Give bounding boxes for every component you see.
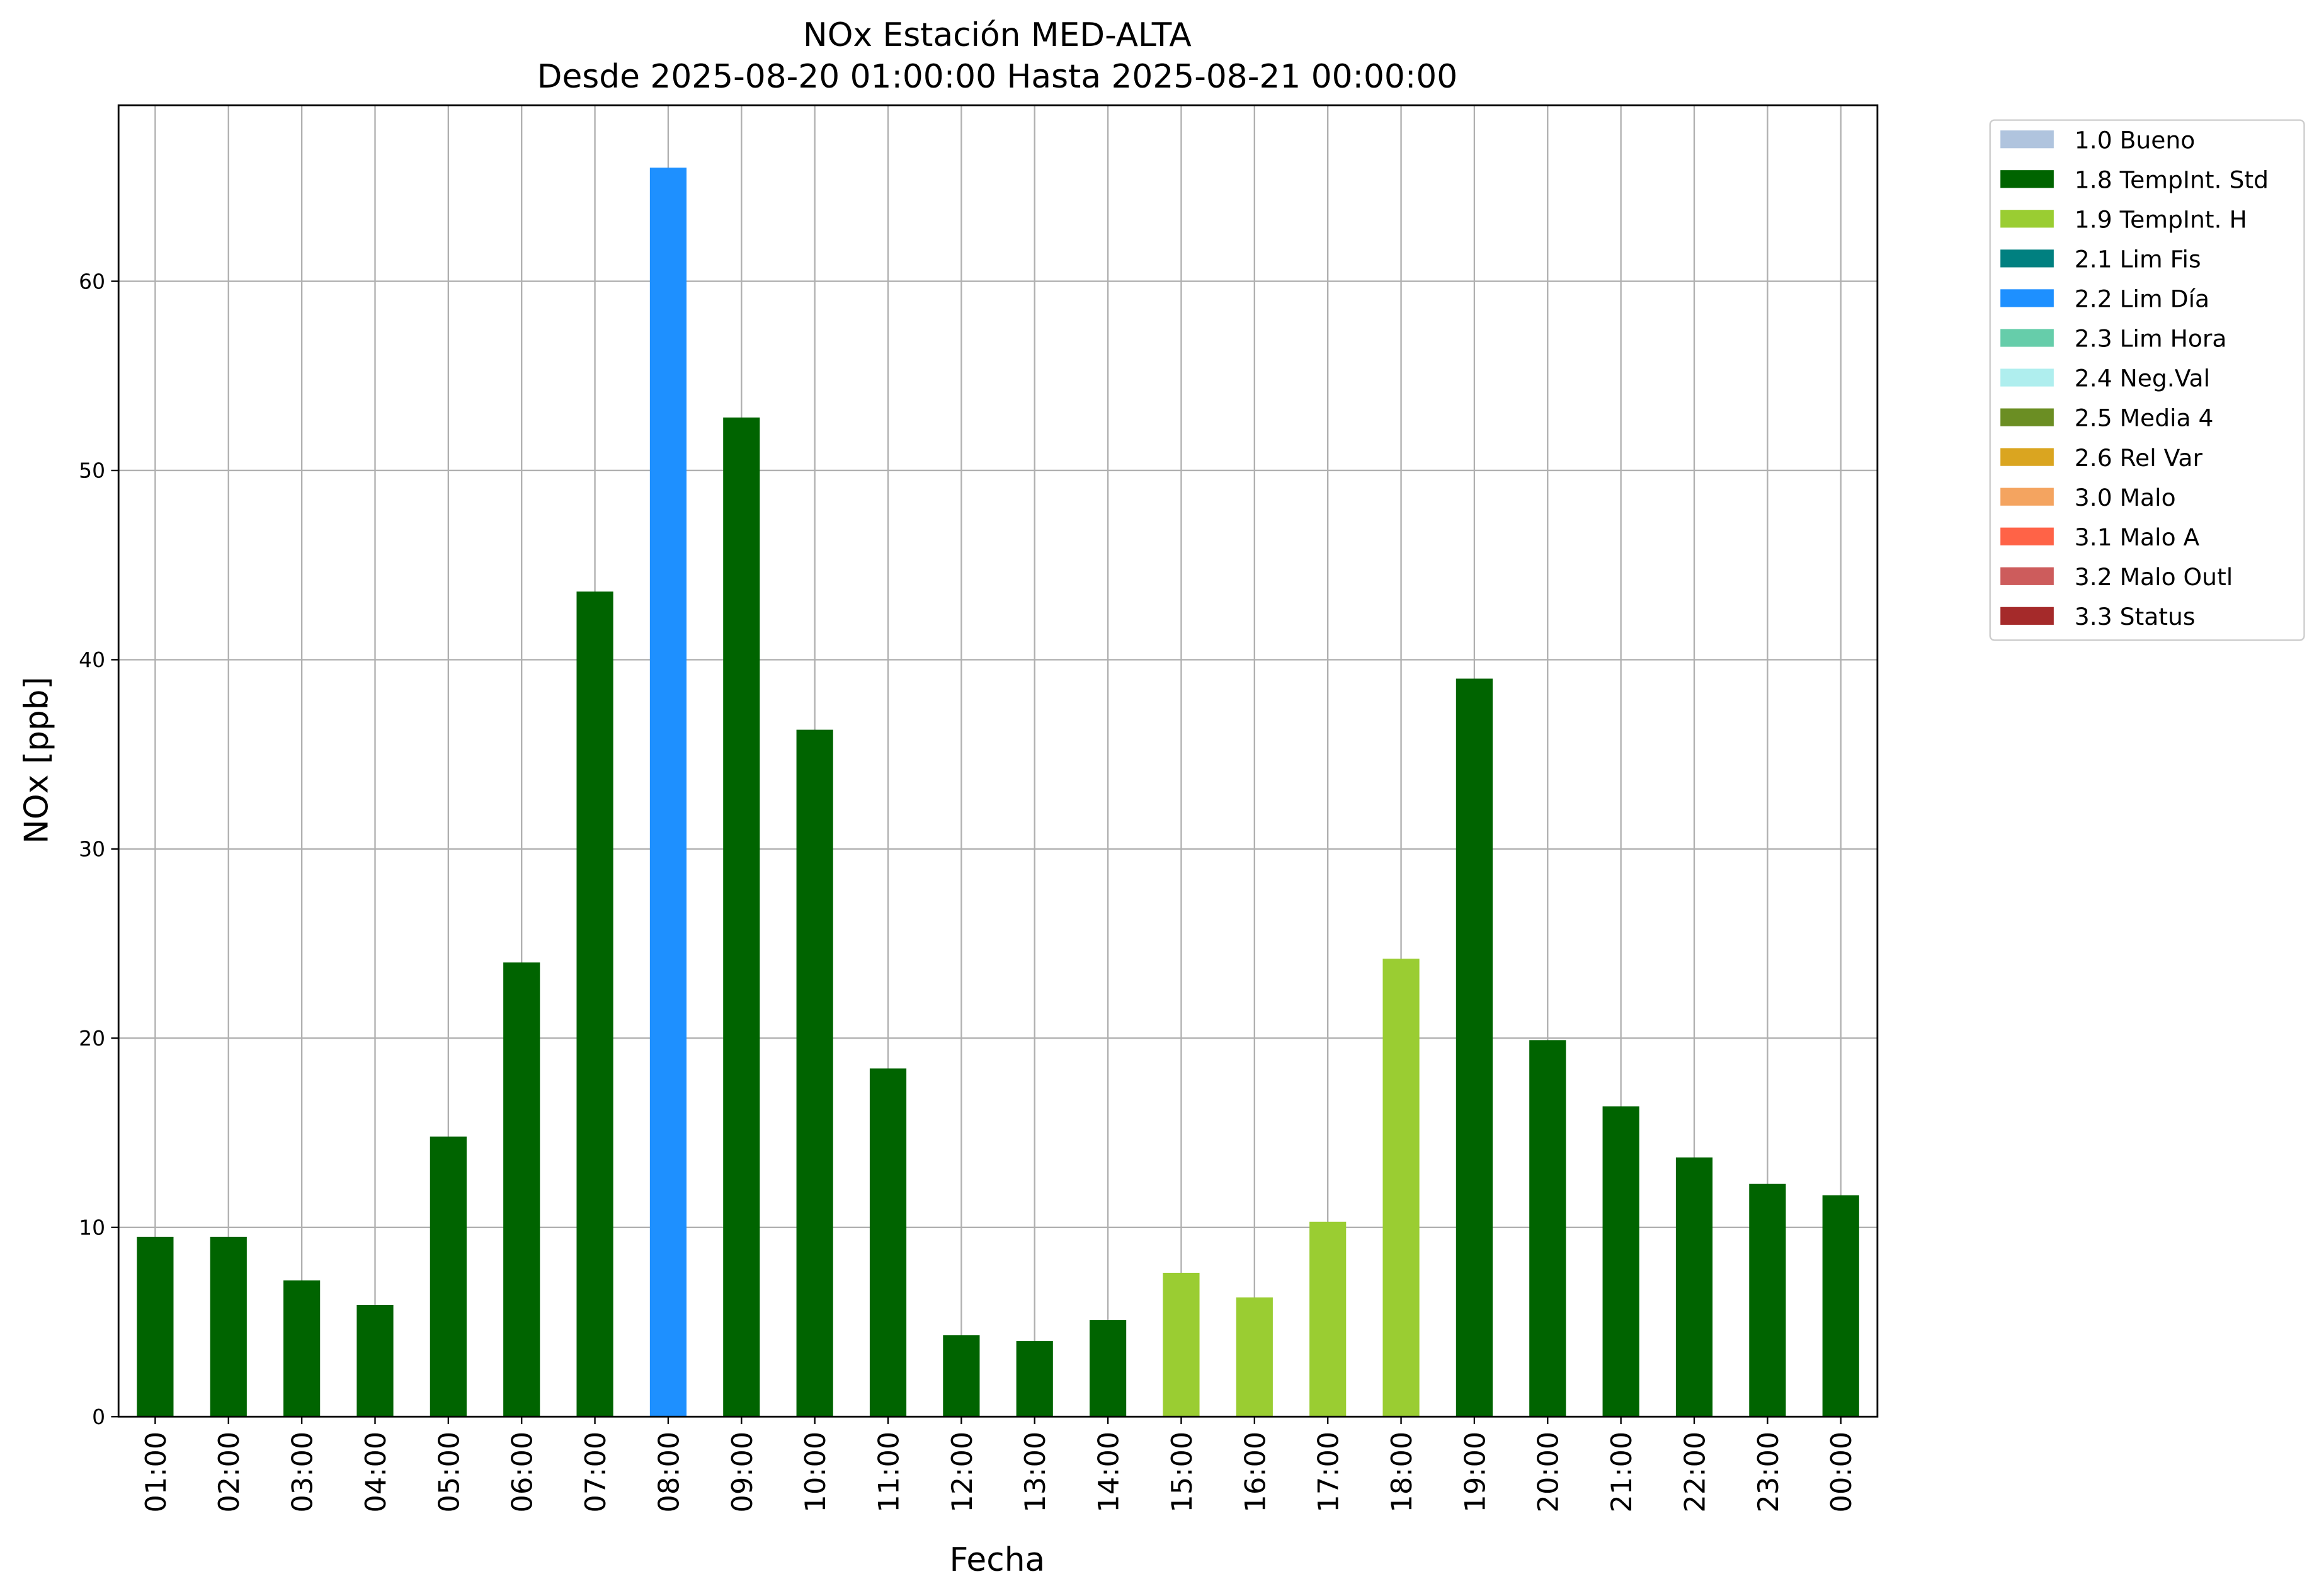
- legend-swatch: [2000, 527, 2054, 545]
- y-tick-label: 60: [79, 269, 105, 294]
- x-tick-label: 14:00: [1093, 1432, 1125, 1513]
- legend-swatch: [2000, 210, 2054, 228]
- legend-swatch: [2000, 170, 2054, 188]
- bar: [943, 1335, 980, 1417]
- x-tick-label: 09:00: [726, 1432, 759, 1513]
- bar: [430, 1136, 467, 1417]
- y-tick-label: 0: [92, 1405, 105, 1429]
- legend-label: 1.8 TempInt. Std: [2075, 166, 2269, 193]
- legend-label: 1.0 Bueno: [2075, 126, 2195, 154]
- x-tick-label: 04:00: [360, 1432, 392, 1513]
- legend-label: 2.2 Lim Día: [2075, 285, 2209, 313]
- legend-swatch: [2000, 607, 2054, 625]
- legend-frame: [1989, 119, 2305, 641]
- bar: [1236, 1297, 1273, 1417]
- x-tick-label: 13:00: [1019, 1432, 1052, 1513]
- x-axis-label: Fecha: [950, 1541, 1046, 1579]
- x-tick-label: 10:00: [799, 1432, 832, 1513]
- legend-label: 2.1 Lim Fis: [2075, 245, 2201, 273]
- x-tick-label: 02:00: [213, 1432, 246, 1513]
- y-tick-label: 50: [79, 459, 105, 483]
- plot-area: 0 10 20 30 40 50 60 01:00 02:00 03:00 04:00 05:00 06…: [79, 104, 1879, 1513]
- x-tick-label: 15:00: [1166, 1432, 1199, 1513]
- legend-label: 3.3 Status: [2075, 603, 2196, 630]
- legend-label: 3.0 Malo: [2075, 484, 2176, 511]
- bar: [1456, 678, 1493, 1417]
- bar: [649, 168, 687, 1417]
- bar: [1309, 1221, 1347, 1417]
- legend-label: 2.4 Neg.Val: [2075, 365, 2210, 392]
- legend-swatch: [2000, 368, 2054, 387]
- bar: [869, 1068, 907, 1417]
- bar: [1822, 1195, 1859, 1417]
- x-tick-label: 11:00: [872, 1432, 905, 1513]
- bar: [1090, 1320, 1127, 1417]
- legend-swatch: [2000, 448, 2054, 466]
- y-tick-label: 10: [79, 1216, 105, 1240]
- bar: [1382, 959, 1420, 1417]
- legend-swatch: [2000, 408, 2054, 426]
- x-tick-label: 23:00: [1752, 1432, 1785, 1513]
- bar: [796, 729, 833, 1417]
- bar: [1602, 1106, 1639, 1417]
- bar: [1016, 1341, 1053, 1417]
- x-tick-label: 07:00: [579, 1432, 612, 1513]
- x-tick-label: 16:00: [1239, 1432, 1272, 1513]
- x-tick-label: 22:00: [1678, 1432, 1711, 1513]
- x-tick-label: 08:00: [652, 1432, 685, 1513]
- legend-swatch: [2000, 329, 2054, 347]
- legend-label: 1.9 TempInt. H: [2075, 205, 2247, 233]
- x-tick-label: 06:00: [506, 1432, 539, 1513]
- bar: [576, 591, 613, 1417]
- y-tick-label: 20: [79, 1026, 105, 1051]
- legend-label: 2.6 Rel Var: [2075, 444, 2203, 472]
- bar: [1529, 1040, 1566, 1417]
- x-tick-label: 21:00: [1605, 1432, 1638, 1513]
- chart-subtitle: Desde 2025-08-20 01:00:00 Hasta 2025-08-…: [537, 58, 1458, 96]
- legend-swatch: [2000, 567, 2054, 585]
- y-tick-label: 30: [79, 837, 105, 862]
- legend-swatch: [2000, 130, 2054, 149]
- legend-swatch: [2000, 487, 2054, 506]
- y-axis-label: NOx [ppb]: [18, 676, 55, 843]
- chart-title: NOx Estación MED-ALTA: [803, 16, 1192, 54]
- legend: 1.0 Bueno 1.8 TempInt. Std 1.9 TempInt. H 2…: [1989, 119, 2305, 641]
- y-tick-label: 40: [79, 647, 105, 672]
- bar: [1675, 1157, 1713, 1417]
- bar: [1163, 1272, 1200, 1417]
- bar: [210, 1236, 247, 1417]
- x-tick-label: 01:00: [140, 1432, 173, 1513]
- legend-swatch: [2000, 289, 2054, 307]
- bar: [723, 417, 760, 1417]
- bar: [137, 1236, 174, 1417]
- x-tick-label: 17:00: [1313, 1432, 1345, 1513]
- plot-frame: [117, 104, 1879, 1418]
- x-tick-label: 05:00: [433, 1432, 465, 1513]
- x-tick-label: 03:00: [287, 1432, 319, 1513]
- bar: [503, 962, 540, 1417]
- bar: [1749, 1183, 1786, 1417]
- x-tick-label: 00:00: [1825, 1432, 1858, 1513]
- x-tick-label: 12:00: [946, 1432, 979, 1513]
- x-tick-label: 18:00: [1386, 1432, 1418, 1513]
- legend-label: 3.2 Malo Outl: [2075, 563, 2233, 591]
- legend-label: 2.5 Media 4: [2075, 404, 2214, 432]
- bar: [283, 1280, 321, 1417]
- legend-swatch: [2000, 249, 2054, 268]
- bar: [356, 1304, 394, 1417]
- legend-label: 2.3 Lim Hora: [2075, 325, 2227, 353]
- legend-label: 3.1 Malo A: [2075, 523, 2200, 551]
- x-tick-label: 19:00: [1459, 1432, 1491, 1513]
- x-tick-label: 20:00: [1532, 1432, 1565, 1513]
